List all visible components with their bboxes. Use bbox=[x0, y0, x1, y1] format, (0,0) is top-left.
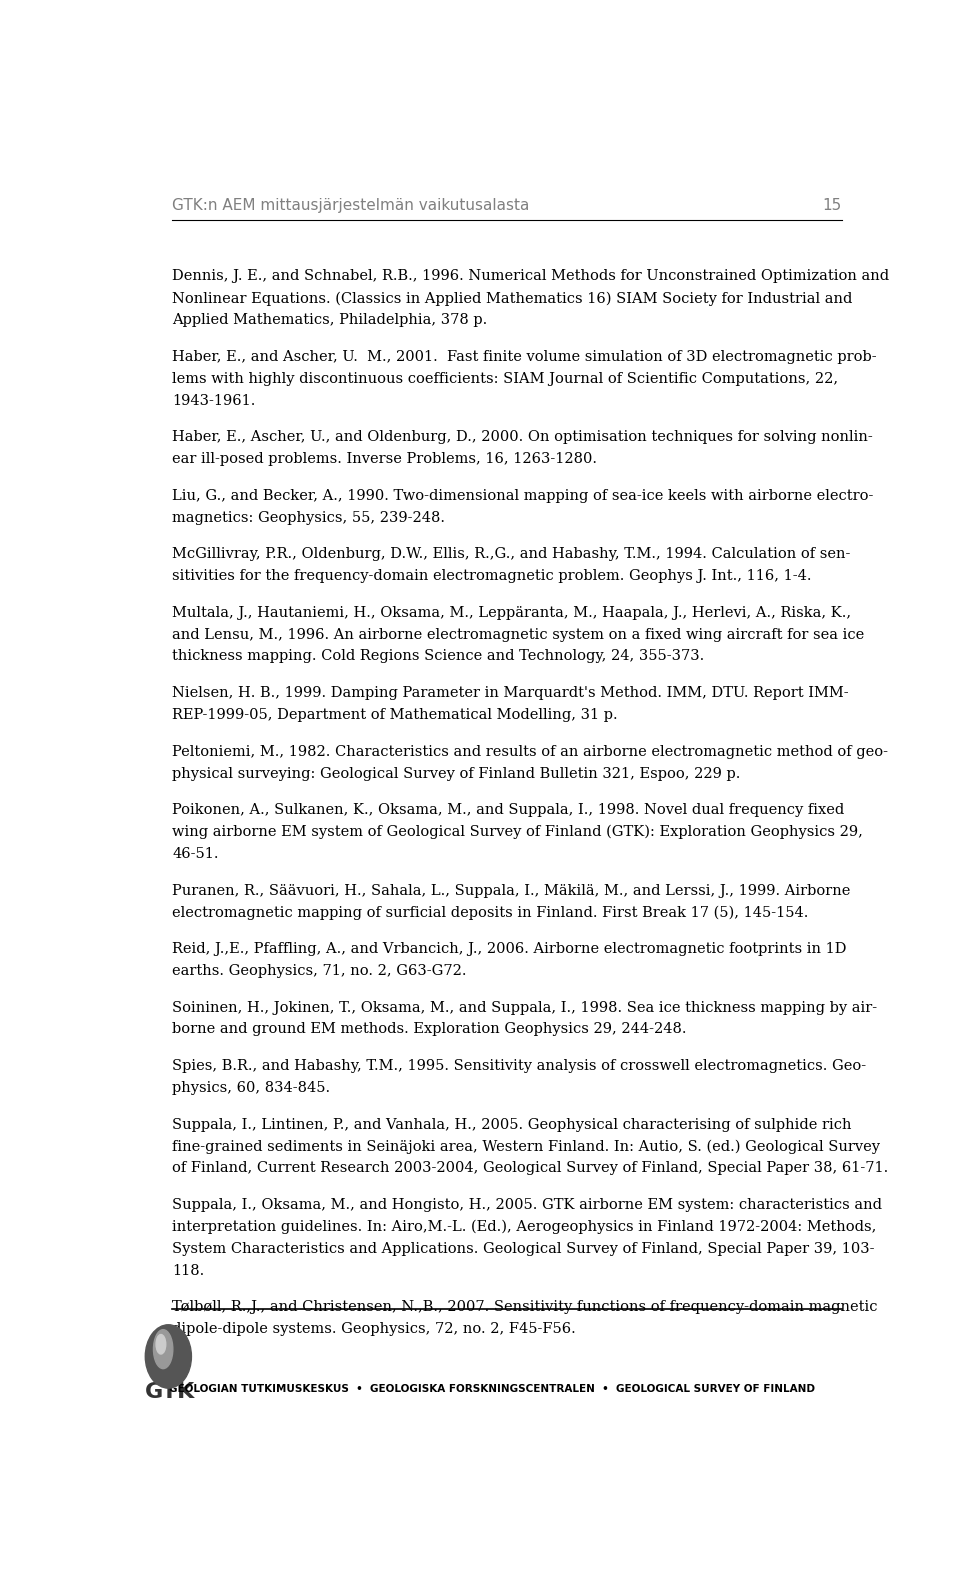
Text: physics, 60, 834-845.: physics, 60, 834-845. bbox=[172, 1081, 330, 1095]
Ellipse shape bbox=[156, 1334, 166, 1353]
Text: dipole-dipole systems. Geophysics, 72, no. 2, F45-F56.: dipole-dipole systems. Geophysics, 72, n… bbox=[172, 1322, 576, 1336]
Text: REP-1999-05, Department of Mathematical Modelling, 31 p.: REP-1999-05, Department of Mathematical … bbox=[172, 708, 617, 722]
Text: thickness mapping. Cold Regions Science and Technology, 24, 355-373.: thickness mapping. Cold Regions Science … bbox=[172, 649, 705, 663]
Text: Dennis, J. E., and Schnabel, R.B., 1996. Numerical Methods for Unconstrained Opt: Dennis, J. E., and Schnabel, R.B., 1996.… bbox=[172, 269, 889, 283]
Text: Haber, E., Ascher, U., and Oldenburg, D., 2000. On optimisation techniques for s: Haber, E., Ascher, U., and Oldenburg, D.… bbox=[172, 431, 873, 445]
Text: Poikonen, A., Sulkanen, K., Oksama, M., and Suppala, I., 1998. Novel dual freque: Poikonen, A., Sulkanen, K., Oksama, M., … bbox=[172, 803, 845, 817]
Text: 15: 15 bbox=[823, 198, 842, 214]
Text: 118.: 118. bbox=[172, 1263, 204, 1277]
Text: Soininen, H., Jokinen, T., Oksama, M., and Suppala, I., 1998. Sea ice thickness : Soininen, H., Jokinen, T., Oksama, M., a… bbox=[172, 1000, 877, 1015]
Text: 46-51.: 46-51. bbox=[172, 847, 219, 861]
Text: GTK: GTK bbox=[145, 1382, 195, 1403]
Text: McGillivray, P.R., Oldenburg, D.W., Ellis, R.,G., and Habashy, T.M., 1994. Calcu: McGillivray, P.R., Oldenburg, D.W., Elli… bbox=[172, 548, 851, 560]
Text: interpretation guidelines. In: Airo,M.-L. (Ed.), Aerogeophysics in Finland 1972-: interpretation guidelines. In: Airo,M.-L… bbox=[172, 1220, 876, 1235]
Text: GTK:n AEM mittausjärjestelmän vaikutusalasta: GTK:n AEM mittausjärjestelmän vaikutusal… bbox=[172, 198, 530, 214]
Text: earths. Geophysics, 71, no. 2, G63-G72.: earths. Geophysics, 71, no. 2, G63-G72. bbox=[172, 964, 467, 978]
Text: sitivities for the frequency-domain electromagnetic problem. Geophys J. Int., 11: sitivities for the frequency-domain elec… bbox=[172, 568, 811, 583]
Text: Tølbøll, R.,J., and Christensen, N.,B., 2007. Sensitivity functions of frequency: Tølbøll, R.,J., and Christensen, N.,B., … bbox=[172, 1300, 877, 1314]
Text: electromagnetic mapping of surficial deposits in Finland. First Break 17 (5), 14: electromagnetic mapping of surficial dep… bbox=[172, 905, 808, 920]
Text: Puranen, R., Säävuori, H., Sahala, L., Suppala, I., Mäkilä, M., and Lerssi, J., : Puranen, R., Säävuori, H., Sahala, L., S… bbox=[172, 883, 851, 898]
Text: wing airborne EM system of Geological Survey of Finland (GTK): Exploration Geoph: wing airborne EM system of Geological Su… bbox=[172, 825, 863, 839]
Text: Liu, G., and Becker, A., 1990. Two-dimensional mapping of sea-ice keels with air: Liu, G., and Becker, A., 1990. Two-dimen… bbox=[172, 489, 874, 502]
Ellipse shape bbox=[145, 1325, 191, 1388]
Text: lems with highly discontinuous coefficients: SIAM Journal of Scientific Computat: lems with highly discontinuous coefficie… bbox=[172, 372, 838, 386]
Text: Haber, E., and Ascher, U.  M., 2001.  Fast finite volume simulation of 3D electr: Haber, E., and Ascher, U. M., 2001. Fast… bbox=[172, 350, 876, 364]
Text: magnetics: Geophysics, 55, 239-248.: magnetics: Geophysics, 55, 239-248. bbox=[172, 511, 445, 524]
Text: ear ill-posed problems. Inverse Problems, 16, 1263-1280.: ear ill-posed problems. Inverse Problems… bbox=[172, 453, 597, 465]
Text: Reid, J.,E., Pfaffling, A., and Vrbancich, J., 2006. Airborne electromagnetic fo: Reid, J.,E., Pfaffling, A., and Vrbancic… bbox=[172, 942, 847, 956]
Text: borne and ground EM methods. Exploration Geophysics 29, 244-248.: borne and ground EM methods. Exploration… bbox=[172, 1023, 686, 1037]
Text: and Lensu, M., 1996. An airborne electromagnetic system on a fixed wing aircraft: and Lensu, M., 1996. An airborne electro… bbox=[172, 627, 864, 641]
Text: physical surveying: Geological Survey of Finland Bulletin 321, Espoo, 229 p.: physical surveying: Geological Survey of… bbox=[172, 766, 740, 780]
Text: Spies, B.R., and Habashy, T.M., 1995. Sensitivity analysis of crosswell electrom: Spies, B.R., and Habashy, T.M., 1995. Se… bbox=[172, 1059, 866, 1073]
Text: Applied Mathematics, Philadelphia, 378 p.: Applied Mathematics, Philadelphia, 378 p… bbox=[172, 313, 488, 328]
Text: Peltoniemi, M., 1982. Characteristics and results of an airborne electromagnetic: Peltoniemi, M., 1982. Characteristics an… bbox=[172, 744, 888, 758]
Text: Suppala, I., Oksama, M., and Hongisto, H., 2005. GTK airborne EM system: charact: Suppala, I., Oksama, M., and Hongisto, H… bbox=[172, 1198, 882, 1213]
Text: of Finland, Current Research 2003-2004, Geological Survey of Finland, Special Pa: of Finland, Current Research 2003-2004, … bbox=[172, 1162, 888, 1176]
Text: Multala, J., Hautaniemi, H., Oksama, M., Leppäranta, M., Haapala, J., Herlevi, A: Multala, J., Hautaniemi, H., Oksama, M.,… bbox=[172, 606, 852, 619]
Text: GEOLOGIAN TUTKIMUSKESKUS  •  GEOLOGISKA FORSKNINGSCENTRALEN  •  GEOLOGICAL SURVE: GEOLOGIAN TUTKIMUSKESKUS • GEOLOGISKA FO… bbox=[169, 1385, 815, 1395]
Text: Suppala, I., Lintinen, P., and Vanhala, H., 2005. Geophysical characterising of : Suppala, I., Lintinen, P., and Vanhala, … bbox=[172, 1118, 852, 1132]
Text: System Characteristics and Applications. Geological Survey of Finland, Special P: System Characteristics and Applications.… bbox=[172, 1243, 875, 1255]
Text: Nielsen, H. B., 1999. Damping Parameter in Marquardt's Method. IMM, DTU. Report : Nielsen, H. B., 1999. Damping Parameter … bbox=[172, 685, 849, 700]
Text: 1943-1961.: 1943-1961. bbox=[172, 394, 255, 407]
Text: fine-grained sediments in Seinäjoki area, Western Finland. In: Autio, S. (ed.) G: fine-grained sediments in Seinäjoki area… bbox=[172, 1140, 880, 1154]
Ellipse shape bbox=[154, 1330, 173, 1369]
Text: Nonlinear Equations. (Classics in Applied Mathematics 16) SIAM Society for Indus: Nonlinear Equations. (Classics in Applie… bbox=[172, 291, 852, 306]
